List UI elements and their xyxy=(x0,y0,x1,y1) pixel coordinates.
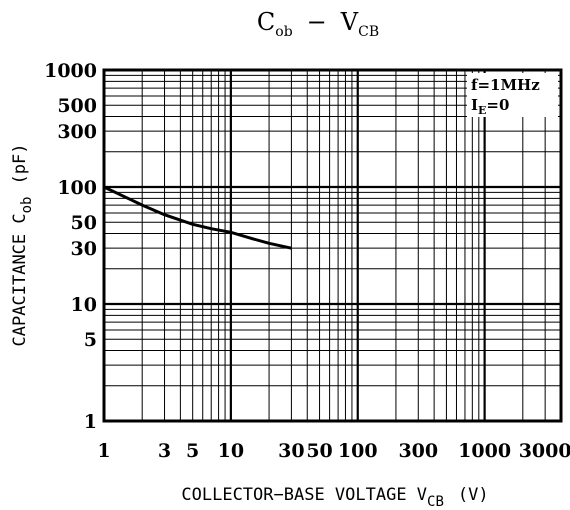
y-tick-labels: 1 5 10 30 50 100 300 500 1000 xyxy=(44,60,97,433)
x-tick-label: 5 xyxy=(186,440,199,462)
y-tick-label: 100 xyxy=(57,177,97,199)
y-axis-label: CAPACITANCE Cob(pF) xyxy=(10,144,35,347)
y-tick-label: 500 xyxy=(57,95,97,117)
y-tick-label: 1000 xyxy=(44,60,97,82)
x-tick-label: 3000 xyxy=(519,440,570,462)
x-tick-label: 1000 xyxy=(458,440,511,462)
condition-note-background xyxy=(467,73,558,117)
x-axis-label: COLLECTOR−BASE VOLTAGE VCB (V) xyxy=(181,485,488,510)
y-tick-label: 5 xyxy=(84,329,97,351)
x-tick-label: 10 xyxy=(218,440,244,462)
x-tick-label: 100 xyxy=(338,440,378,462)
condition-note: f=1MHz IE=0 xyxy=(467,73,558,117)
y-tick-label: 50 xyxy=(71,212,97,234)
y-tick-label: 1 xyxy=(84,411,97,433)
x-tick-label: 300 xyxy=(398,440,438,462)
x-tick-label: 30 xyxy=(278,440,304,462)
capacitance-curve xyxy=(103,185,292,250)
emitter-current-note: IE=0 xyxy=(471,96,509,117)
y-tick-label: 300 xyxy=(57,121,97,143)
x-tick-labels: 1 3 5 10 30 50 100 300 1000 3000 xyxy=(97,440,570,462)
y-tick-label: 10 xyxy=(71,294,97,316)
x-tick-label: 3 xyxy=(158,440,171,462)
chart-title: Cob − VCB xyxy=(257,8,379,40)
frequency-note: f=1MHz xyxy=(471,76,540,94)
y-tick-label: 30 xyxy=(71,238,97,260)
x-tick-label: 50 xyxy=(306,440,332,462)
x-tick-label: 1 xyxy=(97,440,110,462)
plot-frame xyxy=(102,68,563,423)
grid-lines xyxy=(104,70,561,421)
